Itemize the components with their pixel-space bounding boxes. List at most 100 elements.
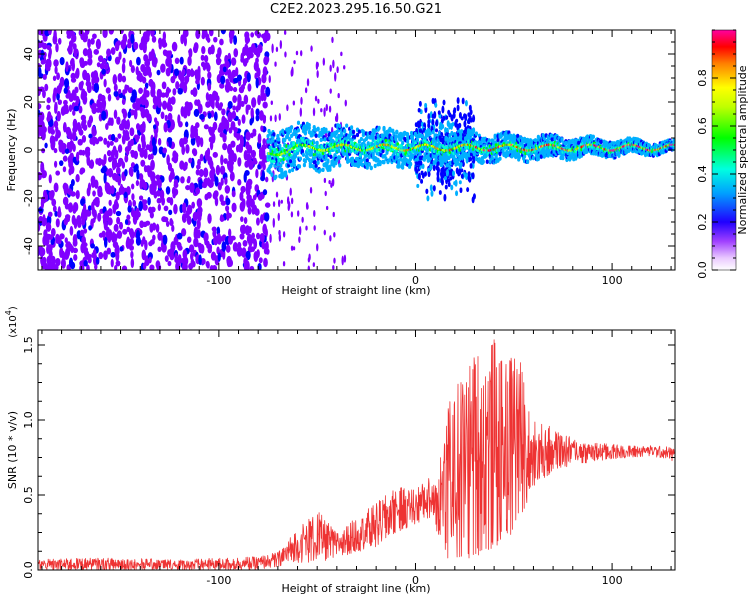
heatmap-cell <box>305 225 308 231</box>
heatmap-cell <box>323 137 327 142</box>
heatmap-cell <box>117 144 123 153</box>
heatmap-cell <box>98 251 104 260</box>
heatmap-cell <box>40 49 45 57</box>
heatmap-cell <box>143 54 149 62</box>
heatmap-cell <box>116 116 121 125</box>
heatmap-cell <box>438 190 442 195</box>
heatmap-cell <box>38 103 42 110</box>
heatmap-cell <box>269 115 273 122</box>
heatmap-cell <box>357 129 362 134</box>
heatmap-cell <box>100 94 106 102</box>
heatmap-cell <box>55 258 61 267</box>
heatmap-cell <box>110 185 115 195</box>
heatmap-cell <box>251 232 256 240</box>
heatmap-cell <box>222 142 228 151</box>
heatmap-cell <box>232 95 238 103</box>
heatmap-cell <box>177 245 183 251</box>
heatmap-cell <box>179 83 184 89</box>
heatmap-cell <box>455 159 459 165</box>
heatmap-cell <box>148 240 153 247</box>
heatmap-cell <box>103 137 108 145</box>
heatmap-cell <box>121 265 128 270</box>
heatmap-cell <box>255 57 259 64</box>
heatmap-cell <box>246 36 251 43</box>
heatmap-cell <box>415 169 419 174</box>
heatmap-cell <box>591 134 596 139</box>
heatmap-cell <box>467 174 471 182</box>
heatmap-cell <box>314 95 318 102</box>
heatmap-cell <box>213 111 218 122</box>
heatmap-cell <box>115 260 121 267</box>
heatmap-cell <box>160 92 167 98</box>
heatmap-cell <box>71 33 77 43</box>
heatmap-cell <box>184 163 188 170</box>
heatmap-cell <box>98 232 104 238</box>
heatmap-cell <box>151 35 157 43</box>
heatmap-cell <box>233 242 238 249</box>
heatmap-cell <box>215 57 222 66</box>
heatmap-cell <box>152 234 156 241</box>
heatmap-cell <box>226 255 232 266</box>
heatmap-cell <box>219 64 224 72</box>
heatmap-cell <box>106 150 112 157</box>
heatmap-cell <box>116 166 120 175</box>
heatmap-cell <box>103 172 107 184</box>
heatmap-cell <box>42 89 46 99</box>
heatmap-cell <box>82 36 87 43</box>
heatmap-cell <box>320 108 323 113</box>
heatmap-cell <box>240 216 244 223</box>
heatmap-cell <box>244 170 250 176</box>
heatmap-cell <box>54 101 58 113</box>
heatmap-cell <box>45 222 52 232</box>
heatmap-cell <box>247 226 252 234</box>
heatmap-cell <box>230 57 237 66</box>
heatmap-cell <box>228 160 235 166</box>
heatmap-cell <box>38 41 43 48</box>
heatmap-cell <box>232 105 236 111</box>
heatmap-cell <box>414 122 418 128</box>
heatmap-cell <box>54 210 58 217</box>
heatmap-cell <box>199 113 205 120</box>
heatmap-cell <box>448 133 452 138</box>
heatmap-cell <box>259 232 265 243</box>
heatmap-cell <box>72 118 77 126</box>
heatmap-cell <box>101 160 106 167</box>
heatmap-cell <box>63 99 68 106</box>
heatmap-cell <box>219 194 224 203</box>
heatmap-cell <box>208 126 213 134</box>
heatmap-cell <box>106 247 112 255</box>
heatmap-cell <box>162 39 166 49</box>
heatmap-cell <box>87 205 92 211</box>
heatmap-cell <box>268 75 271 84</box>
heatmap-cell <box>471 196 475 204</box>
heatmap-cell <box>447 181 451 188</box>
heatmap-cell <box>195 79 200 85</box>
heatmap-cell <box>210 44 215 55</box>
heatmap-cell <box>396 152 400 156</box>
heatmap-cell <box>68 159 74 169</box>
heatmap-cell <box>417 160 422 165</box>
heatmap-cell <box>41 147 46 154</box>
heatmap-cell <box>329 88 332 94</box>
heatmap-cell <box>86 82 92 94</box>
heatmap-cell <box>102 30 108 39</box>
heatmap-cell <box>145 90 150 98</box>
heatmap-cell <box>72 90 77 101</box>
heatmap-cell <box>130 95 136 103</box>
heatmap-cell <box>307 125 311 131</box>
heatmap-cell <box>141 249 147 261</box>
heatmap-cell <box>182 202 187 214</box>
heatmap-cell <box>314 133 318 138</box>
heatmap-cell <box>296 120 301 126</box>
heatmap-cell <box>130 151 136 158</box>
heatmap-cell <box>166 154 170 166</box>
heatmap-cell <box>188 48 193 58</box>
heatmap-cell <box>235 67 239 77</box>
heatmap-cell <box>163 122 168 133</box>
heatmap-cell <box>121 161 126 169</box>
heatmap-cell <box>115 191 120 201</box>
heatmap-cell <box>156 197 162 204</box>
heatmap-cell <box>291 167 295 173</box>
heatmap-cell <box>51 198 57 207</box>
heatmap-cell <box>186 204 193 215</box>
